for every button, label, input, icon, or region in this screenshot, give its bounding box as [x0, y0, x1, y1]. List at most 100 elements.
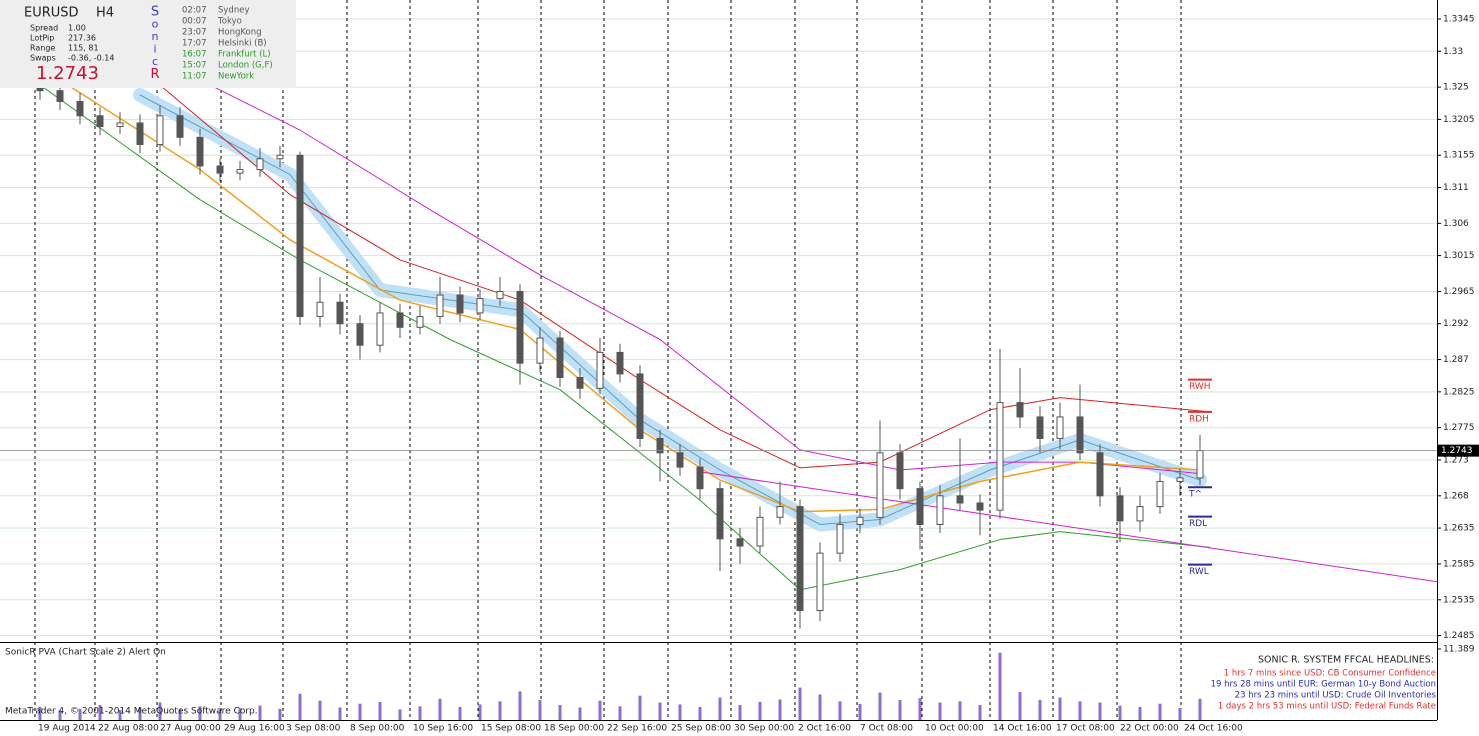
current-price: 1.2743: [1441, 446, 1473, 456]
candle-body: [336, 301, 344, 325]
session-name: Helsinki (B): [218, 39, 267, 49]
session-time: 00:07: [182, 17, 207, 27]
candle-body: [1156, 480, 1164, 508]
volume-bar: [378, 701, 382, 720]
stat-label: Spread: [30, 24, 58, 33]
volume-bar: [1018, 691, 1022, 720]
y-tick-label: 1.2965: [1443, 287, 1475, 297]
candle-body: [776, 506, 784, 518]
candle-body: [1076, 416, 1084, 454]
indicator-line: [39, 84, 1211, 591]
x-tick-label: 22 Sep 16:00: [607, 724, 667, 734]
info-panel: EURUSD H4 Spread 1.00 LotPip 217.36 Range 115, …: [0, 0, 296, 88]
volume-bar: [58, 710, 62, 720]
session-time: 16:07: [182, 50, 207, 60]
symbol: EURUSD: [24, 6, 79, 21]
y-tick-label: 1.2775: [1443, 423, 1475, 433]
candle-body: [256, 158, 264, 171]
candle-body: [616, 351, 624, 375]
headline: 23 hrs 23 mins until USD: Crude Oil Inve…: [1235, 691, 1437, 701]
indicator-line: [139, 94, 1201, 525]
volume-bar: [158, 702, 162, 720]
stat-label: Range: [30, 44, 55, 53]
candle-body: [156, 115, 164, 145]
stat-value: -0.36, -0.14: [68, 54, 114, 63]
candle-body: [816, 552, 824, 612]
candle-body: [176, 115, 184, 138]
volume-bar: [938, 702, 942, 720]
volume-title: SonicR PVA (Chart Scale 2) Alert On: [5, 648, 166, 658]
volume-bar: [698, 706, 702, 720]
candle-body: [556, 337, 564, 379]
volume-bar: [258, 705, 262, 720]
candle-body: [536, 337, 544, 364]
volume-bar: [178, 709, 182, 720]
y-tick-label: 1.306: [1443, 219, 1469, 229]
stat-label: LotPip: [30, 34, 54, 43]
y-tick-label: 1.268: [1443, 491, 1469, 501]
session-name: Tokyo: [217, 17, 242, 27]
indicator-line: [699, 471, 1438, 583]
price: 1.2743: [36, 63, 99, 84]
session-time: 02:07: [182, 6, 207, 16]
candle-body: [1016, 402, 1024, 418]
y-tick-label: 1.292: [1443, 319, 1469, 329]
headline: 19 hrs 28 mins until EUR: German 10-y Bo…: [1211, 680, 1436, 690]
panel-bg: [0, 0, 296, 88]
volume-bar: [998, 652, 1002, 720]
current-price-tag: [1438, 444, 1479, 457]
volume-bar: [538, 700, 542, 720]
volume-bar: [1058, 697, 1062, 720]
y-tick-label: 1.273: [1443, 455, 1469, 465]
candle-body: [636, 373, 644, 439]
brand-letter: i: [153, 43, 156, 56]
x-tick-label: 7 Oct 08:00: [860, 724, 913, 734]
volume-bar: [238, 708, 242, 720]
volume-bar: [98, 705, 102, 720]
volume-bar: [758, 701, 762, 720]
candle-body: [1196, 450, 1204, 479]
session-name: HongKong: [218, 28, 262, 38]
brand-letter: c: [152, 55, 158, 68]
y-tick-label: 1.287: [1443, 355, 1469, 365]
volume-bar: [458, 706, 462, 720]
candle-body: [496, 290, 504, 300]
y-tick-label: 1.311: [1443, 183, 1469, 193]
level-label: T^: [1188, 490, 1202, 500]
candle-body: [236, 169, 244, 174]
x-tick-label: 24 Oct 16:00: [1184, 724, 1243, 734]
x-tick-label: 17 Oct 08:00: [1056, 724, 1115, 734]
y-tick-label: 1.325: [1443, 83, 1469, 93]
session-time: 15:07: [182, 61, 207, 71]
volume-bar: [138, 707, 142, 720]
volume-bar: [278, 708, 282, 720]
candle-body: [576, 377, 584, 389]
session-name: NewYork: [218, 72, 254, 82]
candle-body: [656, 437, 664, 454]
candle-body: [1176, 477, 1184, 482]
candle-body: [716, 488, 724, 540]
candle-body: [456, 294, 464, 314]
headline: 1 hrs 7 mins since USD: CB Consumer Conf…: [1224, 669, 1436, 679]
stat-value: 115, 81: [68, 44, 99, 53]
plot: RWH RDH T^ RDL RWL 1.2743 SonicR PVA (Chart Sc…: [0, 59, 1479, 720]
x-tick-label: 10 Oct 00:00: [925, 724, 984, 734]
session-name: Sydney: [218, 6, 249, 16]
volume-bar: [818, 694, 822, 720]
candle-body: [956, 495, 964, 504]
candle-body: [56, 90, 64, 102]
volume-bar: [1158, 703, 1162, 720]
brand-letter: S: [151, 5, 159, 20]
candle-body: [316, 301, 324, 318]
volume-bar: [798, 687, 802, 720]
x-tick-label: 10 Sep 16:00: [413, 724, 473, 734]
timeframe: H4: [96, 6, 114, 21]
volume-bar: [718, 697, 722, 720]
candle-body: [1056, 416, 1064, 439]
candle-body: [896, 452, 904, 490]
candle-body: [1036, 416, 1044, 439]
level-label: RDH: [1189, 414, 1209, 424]
candle-body: [116, 122, 124, 128]
y-tick-label: 1.3345: [1443, 15, 1475, 25]
